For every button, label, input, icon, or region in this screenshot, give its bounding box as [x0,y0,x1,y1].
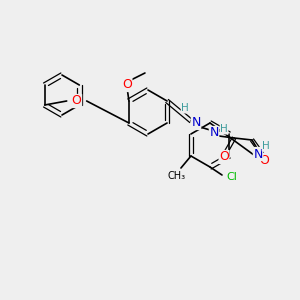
Text: N: N [191,116,201,130]
Text: H: H [262,141,270,151]
Text: O: O [72,94,82,107]
Text: CH₃: CH₃ [168,171,186,181]
Text: O: O [122,79,132,92]
Text: Cl: Cl [226,172,237,182]
Text: N: N [254,148,263,160]
Text: H: H [181,103,189,113]
Text: O: O [259,154,269,166]
Text: O: O [219,151,229,164]
Text: H: H [220,124,228,134]
Text: N: N [209,127,219,140]
